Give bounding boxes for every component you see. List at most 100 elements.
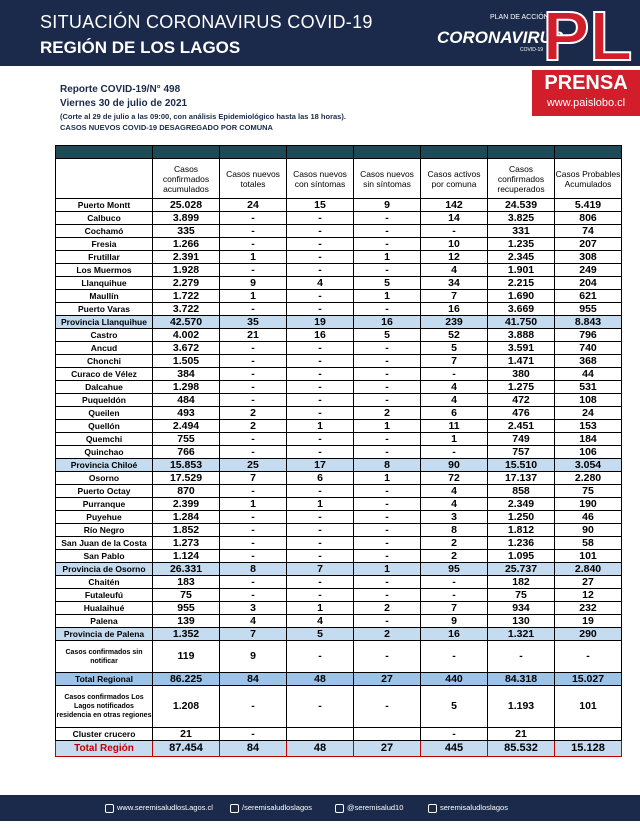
cell: - <box>219 685 287 728</box>
cell: 9 <box>219 276 287 290</box>
cell: 2.349 <box>487 497 555 511</box>
table-row: Chonchi 1.505- - -7 1.471 368 <box>55 354 622 368</box>
row-label: Maullín <box>55 289 153 303</box>
cell: 2 <box>420 549 488 563</box>
cell: 108 <box>554 393 622 407</box>
table-row: Casos confirmados Los Lagos notificados … <box>55 685 622 728</box>
cell: 24 <box>219 198 287 212</box>
row-label: San Juan de la Costa <box>55 536 153 550</box>
cell: - <box>219 302 287 316</box>
table-row: Purranque 2.399 1 1-4 2.349 190 <box>55 497 622 511</box>
cell: 1.250 <box>487 510 555 524</box>
cell: 12 <box>420 250 488 264</box>
cell: 9 <box>219 640 287 673</box>
cell: 335 <box>152 224 220 238</box>
cell: 5 <box>420 341 488 355</box>
cell: 3.825 <box>487 211 555 225</box>
cell: 368 <box>554 354 622 368</box>
cell: 4 <box>420 380 488 394</box>
watermark-mark: PL <box>542 0 633 75</box>
cell: - <box>353 432 421 446</box>
cell: 6 <box>420 406 488 420</box>
cell: 4 <box>286 614 354 628</box>
table-row: Cluster crucero 21- -21 <box>55 727 622 741</box>
cell: 249 <box>554 263 622 277</box>
row-label: Provincia Llanquihue <box>55 315 153 329</box>
row-label: Quinchao <box>55 445 153 459</box>
table-row: Dalcahue 1.298- - -4 1.275 531 <box>55 380 622 394</box>
cell: 27 <box>353 672 421 686</box>
cell: 4 <box>420 484 488 498</box>
row-label: Palena <box>55 614 153 628</box>
table-row: Fresia 1.266- - -10 1.235 207 <box>55 237 622 251</box>
cell: 2.494 <box>152 419 220 433</box>
cell: 2 <box>219 419 287 433</box>
cell: 1.273 <box>152 536 220 550</box>
cell: 2 <box>353 627 421 641</box>
cell: - <box>554 640 622 673</box>
row-label: Los Muermos <box>55 263 153 277</box>
cell: 1.505 <box>152 354 220 368</box>
cell: 308 <box>554 250 622 264</box>
cell: - <box>286 289 354 303</box>
cell: 101 <box>554 549 622 563</box>
row-label: Quemchi <box>55 432 153 446</box>
cell: 3.722 <box>152 302 220 316</box>
cell: - <box>286 685 354 728</box>
cell: - <box>286 510 354 524</box>
cell: - <box>286 575 354 589</box>
header-cell <box>55 158 153 199</box>
table-row: San Pablo 1.124- - -2 1.095 101 <box>55 549 622 563</box>
cell: - <box>219 727 287 741</box>
cell: 25 <box>219 458 287 472</box>
row-label: Calbuco <box>55 211 153 225</box>
cell: 25.737 <box>487 562 555 576</box>
band-cell <box>353 145 421 159</box>
cell: 5.419 <box>554 198 622 212</box>
cell: 52 <box>420 328 488 342</box>
cell: 8.843 <box>554 315 622 329</box>
cell: - <box>219 549 287 563</box>
cell: - <box>286 536 354 550</box>
cell: 16 <box>286 328 354 342</box>
row-label: Río Negro <box>55 523 153 537</box>
header-row: Casos confirmados acumulados Casos nuevos… <box>55 158 622 199</box>
footer-band: www.seremisaludlosLagos.cl /seremisaludl… <box>0 795 640 821</box>
header-cell: Casos nuevos sin síntomas <box>353 158 421 199</box>
cell: - <box>286 445 354 459</box>
cell: - <box>286 302 354 316</box>
cell: 484 <box>152 393 220 407</box>
row-label: Chaitén <box>55 575 153 589</box>
table-row: Puerto Montt 25.028 24 15 9 142 24.539 5.419 <box>55 198 622 212</box>
footer-item: seremisaludloslagos <box>428 803 508 813</box>
cell: 3.888 <box>487 328 555 342</box>
cell: - <box>353 484 421 498</box>
cell: 445 <box>420 740 488 757</box>
row-label: Ancud <box>55 341 153 355</box>
cell: - <box>286 237 354 251</box>
cell: 2 <box>353 406 421 420</box>
cell: - <box>420 445 488 459</box>
logo-sub: COVID-19 <box>520 47 544 53</box>
table-row: San Juan de la Costa 1.273- - -2 1.236 58 <box>55 536 622 550</box>
footer-text: @seremisalud10 <box>347 803 404 812</box>
cell: 10 <box>420 237 488 251</box>
cell: - <box>219 224 287 238</box>
cell: 1.321 <box>487 627 555 641</box>
cell: - <box>219 536 287 550</box>
cell: 1.352 <box>152 627 220 641</box>
cell: - <box>286 263 354 277</box>
cell: - <box>353 263 421 277</box>
cell: 6 <box>286 471 354 485</box>
row-label: Curaco de Vélez <box>55 367 153 381</box>
footer-item: @seremisalud10 <box>335 803 403 813</box>
cell: - <box>219 367 287 381</box>
cell: 5 <box>420 685 488 728</box>
watermark-brand: PRENSA <box>544 72 628 94</box>
logo-top: PLAN DE ACCIÓN <box>490 14 549 21</box>
cell: 1.193 <box>487 685 555 728</box>
cell: 21 <box>219 328 287 342</box>
row-label: Total Región <box>55 740 153 757</box>
cell: 2.215 <box>487 276 555 290</box>
